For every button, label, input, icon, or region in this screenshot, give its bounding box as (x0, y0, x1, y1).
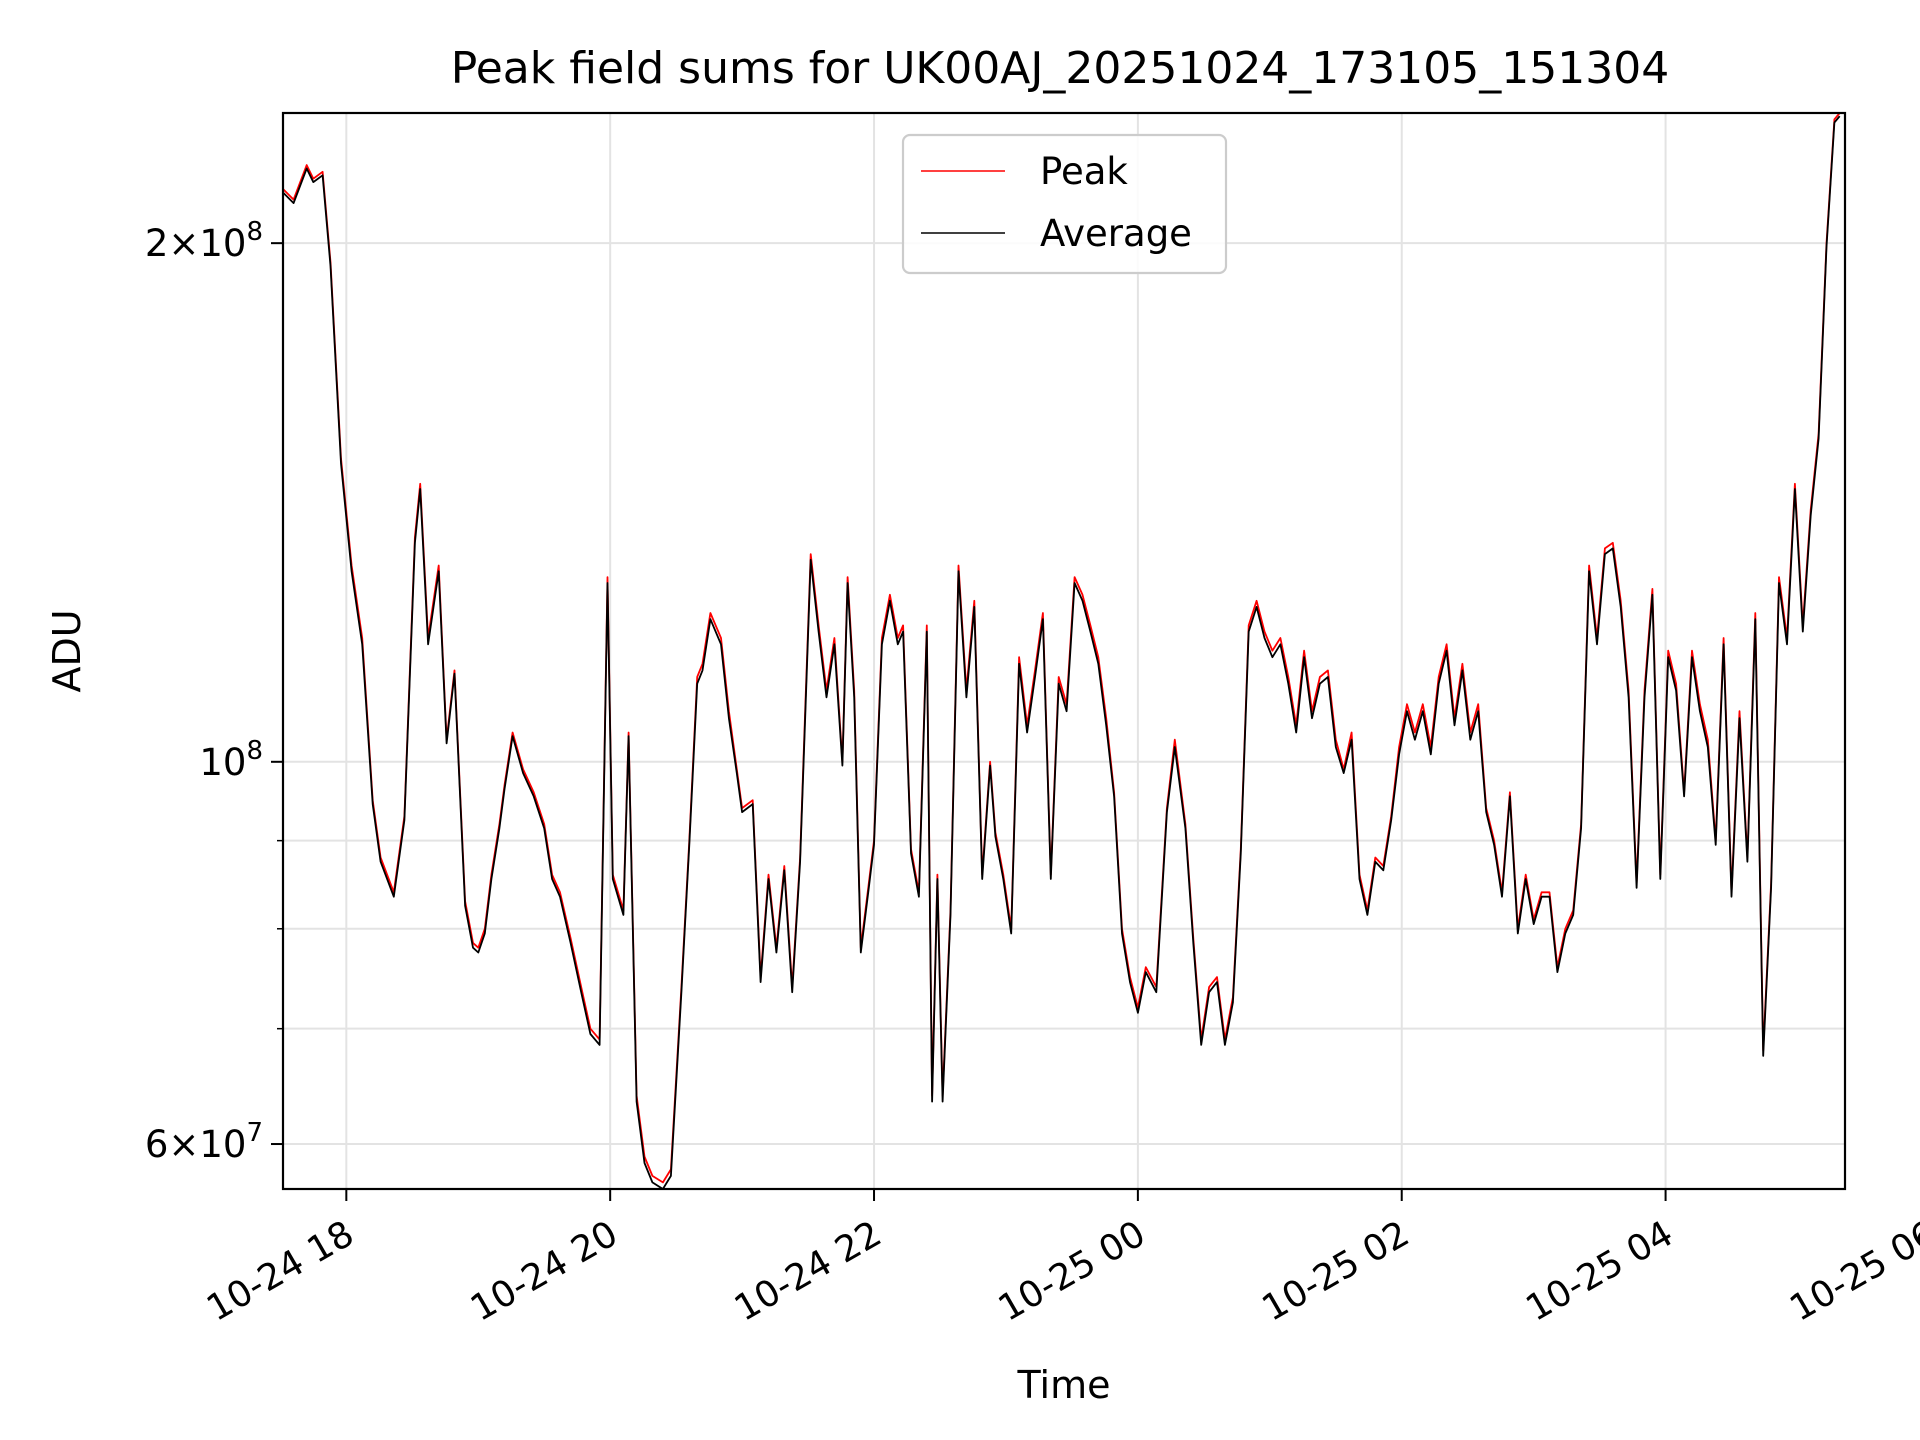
y-tick-label: 2×108 (145, 217, 263, 265)
plot-area-frame (281, 111, 1847, 1191)
y-tick-label: 108 (199, 736, 263, 784)
legend-box (901, 133, 1228, 275)
y-axis-label: ADU (45, 609, 89, 692)
gridlines (283, 113, 1845, 1189)
y-axis: 6×107 108 2×108 (145, 217, 283, 1166)
chart-title: Peak field sums for UK00AJ_20251024_1731… (451, 43, 1669, 94)
legend: Peak Average (901, 133, 1228, 275)
series-line-average (283, 115, 1841, 1189)
legend-label-average: Average (1040, 212, 1192, 255)
y-tick-label: 6×107 (145, 1118, 263, 1166)
legend-label-peak: Peak (1040, 150, 1128, 193)
x-axis-label: Time (1017, 1363, 1111, 1407)
series-layer (283, 113, 1841, 1189)
